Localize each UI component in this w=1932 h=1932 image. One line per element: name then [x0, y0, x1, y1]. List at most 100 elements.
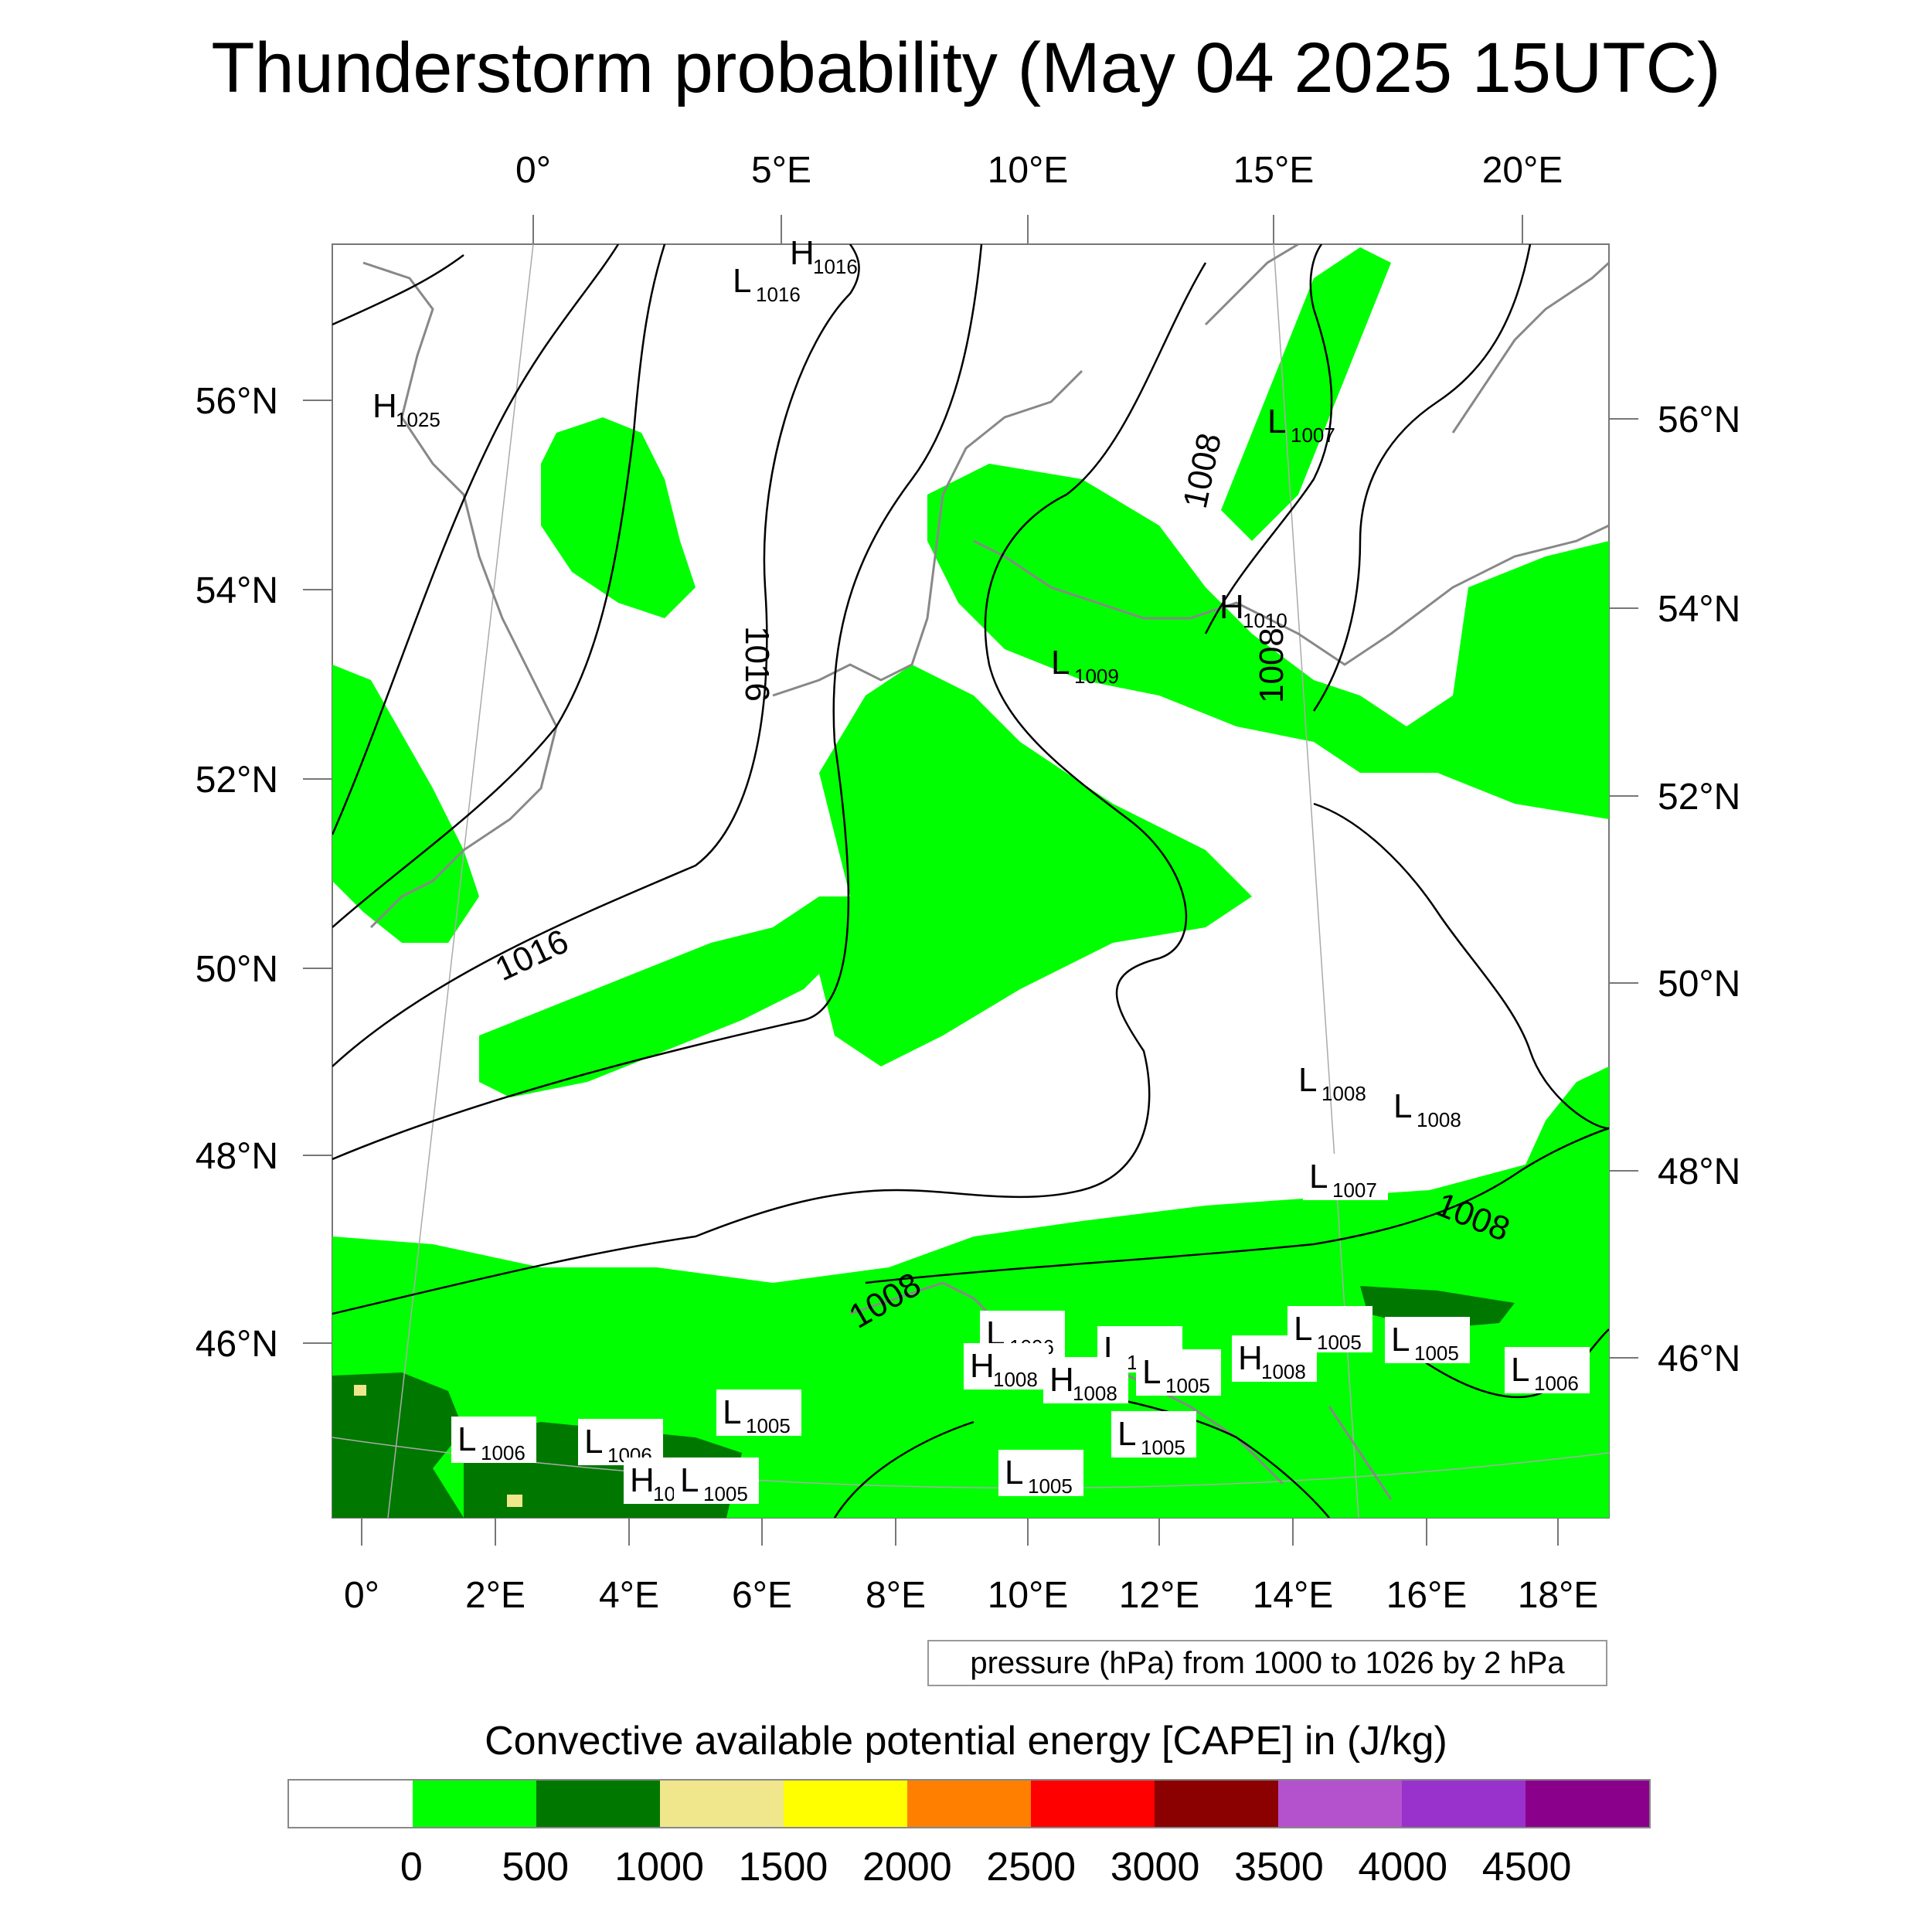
- lon-label: 5°E: [751, 150, 811, 191]
- lon-label: 0°: [515, 150, 551, 191]
- pressure-center-type: H: [630, 1461, 655, 1499]
- pressure-center-value: 1005: [1028, 1475, 1073, 1498]
- lon-label: 12°E: [1119, 1575, 1200, 1616]
- pressure-center-type: L: [1393, 1087, 1412, 1125]
- cape-patch-high: [354, 1385, 366, 1396]
- colorbar-segment: [1278, 1781, 1402, 1827]
- pressure-center-type: L: [1391, 1321, 1410, 1359]
- lat-label: 50°N: [196, 949, 278, 990]
- pressure-note: pressure (hPa) from 1000 to 1026 by 2 hP…: [927, 1640, 1607, 1686]
- pressure-center-type: H: [1049, 1361, 1074, 1399]
- lat-label: 52°N: [196, 760, 278, 801]
- isobar-label: 1016: [738, 626, 776, 702]
- colorbar-tick-label: 4000: [1358, 1845, 1448, 1889]
- pressure-center-type: L: [457, 1420, 476, 1458]
- colorbar-title: Convective available potential energy [C…: [485, 1719, 1447, 1764]
- low-pressure-label: L 1008: [1298, 1061, 1366, 1105]
- cape-shading: [332, 247, 1609, 1518]
- lat-label: 50°N: [1658, 964, 1740, 1005]
- lon-label: 4°E: [599, 1575, 659, 1616]
- pressure-center-value: 1007: [1291, 423, 1335, 447]
- lat-label: 56°N: [1658, 400, 1740, 440]
- top-lon-labels: 0° 5°E 10°E 15°E 20°E: [515, 150, 1563, 191]
- lon-label: 15°E: [1233, 150, 1315, 191]
- pressure-center-type: L: [733, 262, 751, 300]
- right-lat-labels: 56°N 54°N 52°N 50°N 48°N 46°N: [1658, 400, 1740, 1379]
- colorbar-segment: [413, 1781, 536, 1827]
- pressure-center-value: 10: [653, 1482, 675, 1505]
- colorbar-ticks: 0 500 1000 1500 2000 2500 3000 3500 4000 4500: [0, 1844, 1932, 1898]
- lat-label: 46°N: [1658, 1338, 1740, 1379]
- isobar-label: 1008: [1253, 628, 1291, 703]
- colorbar-tick-label: 0: [400, 1845, 423, 1889]
- lat-label: 48°N: [196, 1136, 278, 1177]
- pressure-center-value: 1016: [813, 255, 858, 278]
- pressure-center-value: 1025: [396, 408, 440, 431]
- pressure-center-value: 1016: [756, 283, 801, 306]
- pressure-center-type: H: [1219, 588, 1244, 626]
- cape-patch-west: [332, 665, 479, 943]
- pressure-center-type: L: [680, 1461, 699, 1499]
- pressure-center-type: L: [1005, 1454, 1023, 1492]
- pressure-center-type: L: [1142, 1353, 1161, 1391]
- colorbar-segment: [1031, 1781, 1155, 1827]
- pressure-center-value: 1008: [993, 1368, 1038, 1391]
- pressure-center-type: L: [723, 1393, 741, 1431]
- cape-patch-mid-dark: [332, 1372, 464, 1518]
- bottom-lon-labels: 0° 2°E 4°E 6°E 8°E 10°E 12°E 14°E 16°E 1…: [344, 1575, 1598, 1616]
- pressure-center-type: L: [584, 1423, 603, 1461]
- colorbar-tick-label: 3000: [1110, 1845, 1200, 1889]
- pressure-center-type: L: [1298, 1061, 1317, 1099]
- colorbar-segment: [907, 1781, 1031, 1827]
- lon-label: 8°E: [866, 1575, 926, 1616]
- lat-label: 46°N: [196, 1324, 278, 1365]
- pressure-center-type: L: [1511, 1351, 1529, 1389]
- lon-label: 0°: [344, 1575, 379, 1616]
- colorbar-segment: [1526, 1781, 1649, 1827]
- cape-patch-baltic: [927, 464, 1609, 819]
- pressure-center-type: L: [1117, 1415, 1136, 1453]
- colorbar-segment: [289, 1781, 413, 1827]
- low-pressure-label: L 1007: [1267, 403, 1335, 447]
- colorbar-tick-label: 2500: [986, 1845, 1077, 1889]
- pressure-center-type: L: [1267, 403, 1286, 440]
- lat-label: 56°N: [196, 381, 278, 422]
- colorbar-tick-label: 1000: [614, 1845, 704, 1889]
- cape-patch-sweden: [1221, 247, 1391, 541]
- cape-patch-southeast: [1507, 1066, 1609, 1518]
- colorbar-tick-label: 4500: [1481, 1845, 1572, 1889]
- pressure-center-value: 1006: [481, 1441, 526, 1464]
- colorbar-segment: [660, 1781, 784, 1827]
- pressure-center-type: H: [970, 1347, 995, 1385]
- pressure-center-value: 1006: [1534, 1372, 1579, 1395]
- pressure-center-type: H: [372, 387, 397, 425]
- pressure-center-type: L: [1309, 1158, 1328, 1196]
- colorbar-tick-label: 1500: [738, 1845, 828, 1889]
- pressure-center-value: 1005: [1141, 1436, 1185, 1459]
- pressure-center-value: 1005: [703, 1482, 748, 1505]
- lon-label: 10°E: [988, 1575, 1069, 1616]
- lat-label: 54°N: [1658, 589, 1740, 630]
- lon-label: 2°E: [465, 1575, 526, 1616]
- lat-label: 52°N: [1658, 777, 1740, 818]
- cape-patch-germany: [819, 665, 1252, 1066]
- pressure-center-value: 1009: [1074, 665, 1119, 688]
- pressure-center-value: 1008: [1261, 1360, 1306, 1383]
- lon-label: 20°E: [1482, 150, 1563, 191]
- left-lat-labels: 56°N 54°N 52°N 50°N 48°N 46°N: [196, 381, 278, 1365]
- axis-ticks: [303, 215, 1638, 1546]
- lat-label: 48°N: [1658, 1151, 1740, 1192]
- pressure-center-value: 1005: [1165, 1374, 1210, 1397]
- lon-label: 10°E: [988, 150, 1069, 191]
- colorbar-tick-label: 3500: [1234, 1845, 1324, 1889]
- low-pressure-label: L 1007: [1303, 1154, 1388, 1202]
